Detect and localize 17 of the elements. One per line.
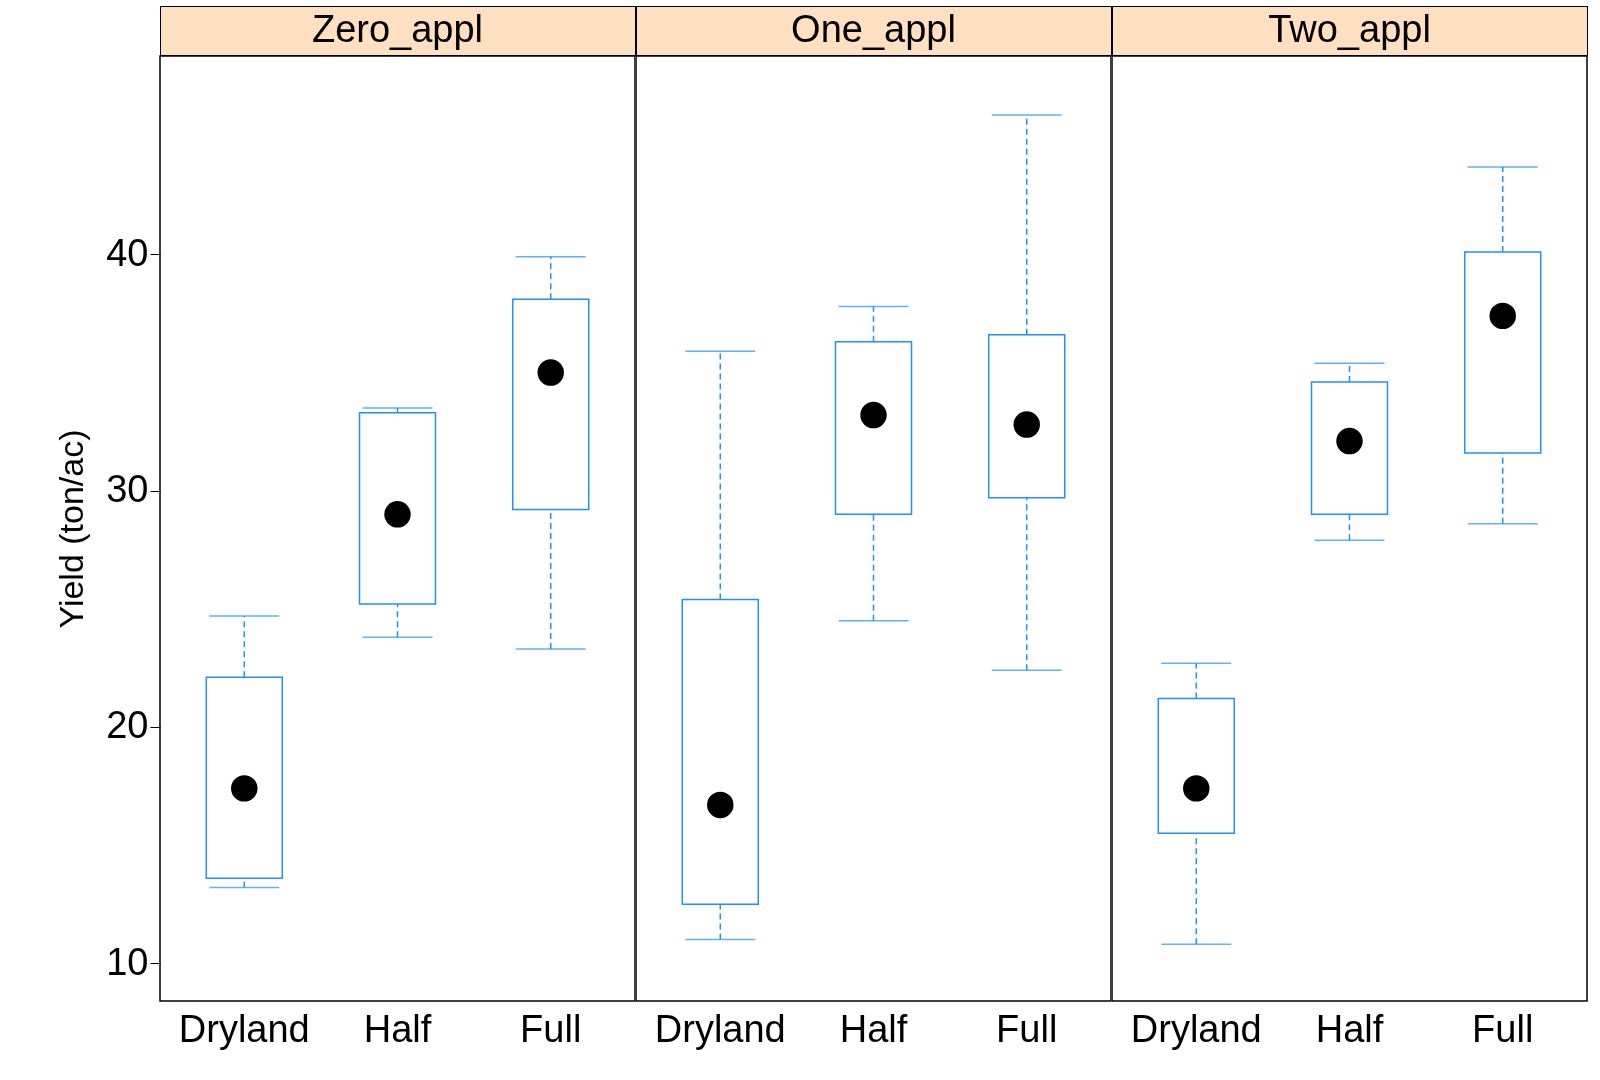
y-tick-label: 10 [106,940,149,983]
x-tick-label: Half [1315,1007,1384,1050]
chart-title: Zero_appl [311,8,484,50]
x-tick-label: Half [363,1007,432,1050]
x-tick-label: Full [996,1007,1058,1050]
y-tick-label: 30 [106,468,149,511]
y-axis-title: Yield (ton/ac) [52,429,91,629]
x-tick-label: Full [520,1007,582,1050]
y-tick-label: 20 [106,704,149,747]
y-tick-label: 40 [106,231,149,274]
x-tick-label: Dryland [178,1007,310,1050]
x-tick-label: Dryland [1130,1007,1262,1050]
chart-title: One_appl [791,8,956,50]
chart-title: Two_appl [1268,8,1431,50]
x-tick-label: Dryland [654,1007,786,1050]
x-tick-label: Full [1472,1007,1534,1050]
x-tick-label: Half [839,1007,908,1050]
